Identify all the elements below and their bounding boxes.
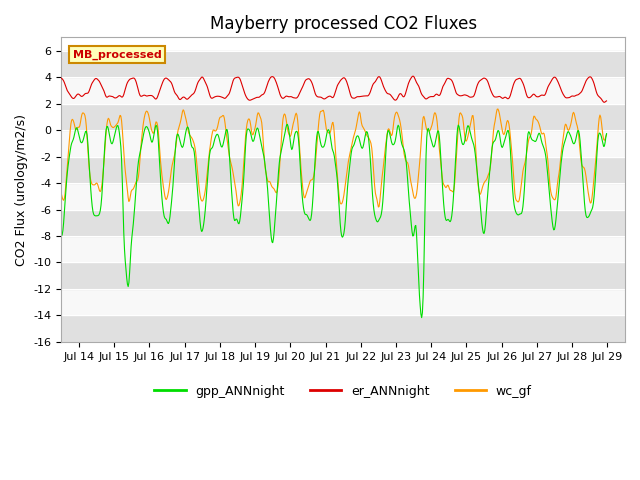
Bar — [61, 315, 625, 342]
Bar — [61, 130, 625, 156]
Bar — [61, 289, 625, 315]
Bar — [61, 209, 625, 236]
Bar — [61, 50, 625, 77]
Title: Mayberry processed CO2 Fluxes: Mayberry processed CO2 Fluxes — [209, 15, 477, 33]
Bar — [61, 236, 625, 263]
Bar — [61, 77, 625, 104]
Bar — [61, 183, 625, 209]
Legend: gpp_ANNnight, er_ANNnight, wc_gf: gpp_ANNnight, er_ANNnight, wc_gf — [149, 380, 537, 403]
Bar — [61, 104, 625, 130]
Text: MB_processed: MB_processed — [73, 49, 161, 60]
Bar — [61, 156, 625, 183]
Bar — [61, 263, 625, 289]
Y-axis label: CO2 Flux (urology/m2/s): CO2 Flux (urology/m2/s) — [15, 114, 28, 265]
